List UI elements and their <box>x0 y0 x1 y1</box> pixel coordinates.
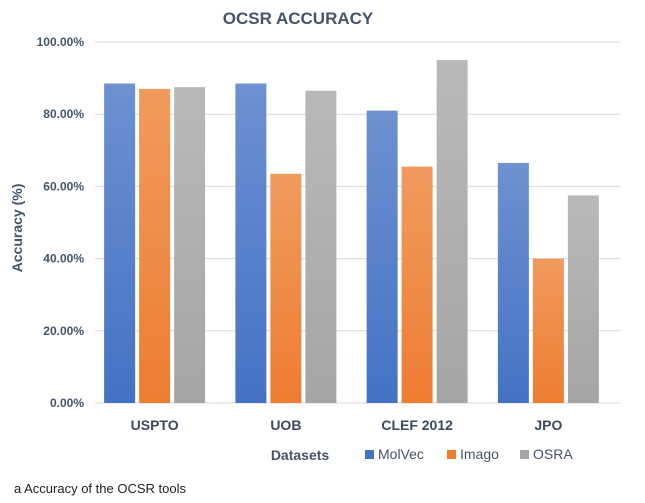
bar-imago-uspto <box>139 88 171 404</box>
bar-molvec-uspto <box>104 83 136 403</box>
legend-label-molvec: MolVec <box>378 446 424 462</box>
bar-imago-jpo <box>532 258 564 403</box>
figure-caption: a Accuracy of the OCSR tools <box>14 481 186 496</box>
bar-imago-clef-2012 <box>401 166 433 403</box>
legend-swatch-molvec <box>365 450 374 459</box>
x-tick-label-jpo: JPO <box>534 417 562 433</box>
x-axis-ticks: USPTO UOB CLEF 2012 JPO <box>131 417 563 433</box>
x-tick-label-clef-2012: CLEF 2012 <box>381 417 453 433</box>
y-tick-label: 20.00% <box>43 324 84 338</box>
legend-label-osra: OSRA <box>533 446 573 462</box>
bar-osra-clef-2012 <box>436 60 468 404</box>
x-axis-label: Datasets <box>271 447 330 463</box>
legend-swatch-osra <box>520 450 529 459</box>
y-axis-ticks: 0.00% 20.00% 40.00% 60.00% 80.00% 100.00% <box>37 35 85 410</box>
bar-osra-uspto <box>174 87 206 403</box>
bar-molvec-clef-2012 <box>366 110 398 403</box>
y-tick-label: 80.00% <box>43 107 84 121</box>
bar-osra-uob <box>305 90 337 404</box>
bar-molvec-jpo <box>497 162 529 403</box>
y-tick-label: 60.00% <box>43 179 84 193</box>
bar-molvec-uob <box>235 83 267 403</box>
x-tick-label-uspto: USPTO <box>131 417 179 433</box>
chart-title: OCSR ACCURACY <box>223 9 374 28</box>
legend: MolVec Imago OSRA <box>365 446 573 462</box>
legend-label-imago: Imago <box>460 446 499 462</box>
x-tick-label-uob: UOB <box>270 417 301 433</box>
bars <box>104 60 599 404</box>
y-tick-label: 40.00% <box>43 252 84 266</box>
bar-osra-jpo <box>567 195 599 403</box>
bar-imago-uob <box>270 173 302 403</box>
y-axis-label: Accuracy (%) <box>9 184 25 273</box>
y-tick-label: 100.00% <box>37 35 85 49</box>
legend-swatch-imago <box>447 450 456 459</box>
y-tick-label: 0.00% <box>50 396 84 410</box>
